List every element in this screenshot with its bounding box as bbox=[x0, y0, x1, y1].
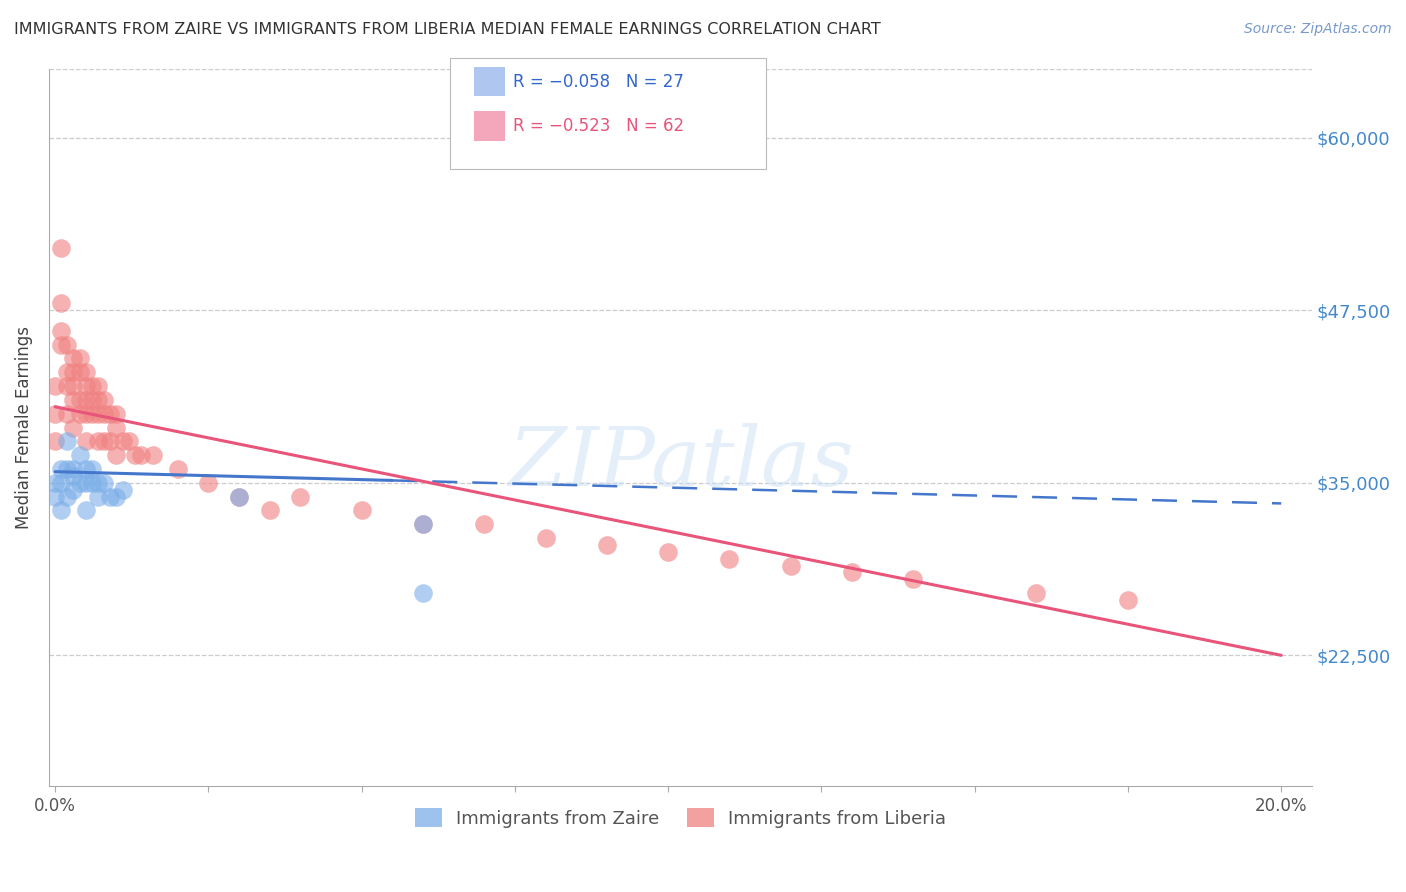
Point bbox=[93, 392, 115, 407]
Point bbox=[1116, 593, 1139, 607]
Point bbox=[56, 365, 79, 379]
Y-axis label: Median Female Earnings: Median Female Earnings bbox=[15, 326, 32, 529]
Point bbox=[62, 483, 84, 497]
Point bbox=[87, 434, 110, 449]
Point bbox=[118, 434, 141, 449]
Point bbox=[472, 517, 495, 532]
Point bbox=[56, 490, 79, 504]
Text: R = −0.523   N = 62: R = −0.523 N = 62 bbox=[513, 117, 685, 136]
Point bbox=[69, 475, 91, 490]
Point bbox=[69, 392, 91, 407]
Point bbox=[105, 407, 128, 421]
Point bbox=[779, 558, 801, 573]
Point bbox=[87, 475, 110, 490]
Point bbox=[903, 573, 925, 587]
Point bbox=[80, 462, 103, 476]
Point bbox=[142, 448, 165, 462]
Point bbox=[44, 407, 66, 421]
Point bbox=[51, 503, 73, 517]
Point bbox=[412, 517, 434, 532]
Point bbox=[93, 475, 115, 490]
Point bbox=[93, 407, 115, 421]
Point bbox=[98, 490, 121, 504]
Point bbox=[51, 462, 73, 476]
Point bbox=[56, 379, 79, 393]
Point bbox=[596, 538, 619, 552]
Point bbox=[228, 490, 250, 504]
Point bbox=[56, 407, 79, 421]
Point bbox=[75, 434, 97, 449]
Point bbox=[93, 434, 115, 449]
Point bbox=[75, 392, 97, 407]
Point bbox=[87, 379, 110, 393]
Point bbox=[718, 551, 741, 566]
Text: Source: ZipAtlas.com: Source: ZipAtlas.com bbox=[1244, 22, 1392, 37]
Point bbox=[105, 490, 128, 504]
Point bbox=[80, 475, 103, 490]
Point bbox=[290, 490, 312, 504]
Point bbox=[166, 462, 188, 476]
Point bbox=[62, 365, 84, 379]
Point bbox=[105, 420, 128, 434]
Point bbox=[62, 462, 84, 476]
Point bbox=[51, 475, 73, 490]
Point bbox=[75, 379, 97, 393]
Point bbox=[80, 407, 103, 421]
Point bbox=[75, 475, 97, 490]
Point bbox=[44, 475, 66, 490]
Point bbox=[62, 351, 84, 366]
Point bbox=[56, 462, 79, 476]
Point bbox=[44, 379, 66, 393]
Point bbox=[80, 392, 103, 407]
Point bbox=[87, 407, 110, 421]
Text: ZIPatlas: ZIPatlas bbox=[508, 424, 853, 503]
Point bbox=[98, 434, 121, 449]
Point bbox=[80, 379, 103, 393]
Point bbox=[62, 392, 84, 407]
Point bbox=[56, 434, 79, 449]
Point bbox=[75, 407, 97, 421]
Point bbox=[87, 490, 110, 504]
Point bbox=[841, 566, 863, 580]
Point bbox=[111, 483, 134, 497]
Point bbox=[197, 475, 219, 490]
Point bbox=[75, 503, 97, 517]
Point bbox=[657, 545, 679, 559]
Point bbox=[350, 503, 373, 517]
Point bbox=[534, 531, 557, 545]
Point bbox=[69, 407, 91, 421]
Text: R = −0.058   N = 27: R = −0.058 N = 27 bbox=[513, 72, 685, 91]
Point bbox=[105, 448, 128, 462]
Point bbox=[129, 448, 152, 462]
Point bbox=[62, 420, 84, 434]
Point bbox=[75, 365, 97, 379]
Point bbox=[259, 503, 281, 517]
Text: IMMIGRANTS FROM ZAIRE VS IMMIGRANTS FROM LIBERIA MEDIAN FEMALE EARNINGS CORRELAT: IMMIGRANTS FROM ZAIRE VS IMMIGRANTS FROM… bbox=[14, 22, 880, 37]
Point bbox=[1025, 586, 1047, 600]
Point bbox=[228, 490, 250, 504]
Point bbox=[412, 586, 434, 600]
Point bbox=[69, 365, 91, 379]
Point bbox=[69, 448, 91, 462]
Point bbox=[75, 462, 97, 476]
Point bbox=[111, 434, 134, 449]
Point bbox=[87, 392, 110, 407]
Point bbox=[69, 351, 91, 366]
Point bbox=[44, 434, 66, 449]
Point bbox=[51, 241, 73, 255]
Point bbox=[44, 490, 66, 504]
Legend: Immigrants from Zaire, Immigrants from Liberia: Immigrants from Zaire, Immigrants from L… bbox=[408, 801, 953, 835]
Point bbox=[124, 448, 146, 462]
Point bbox=[51, 324, 73, 338]
Point bbox=[51, 296, 73, 310]
Point bbox=[62, 379, 84, 393]
Point bbox=[56, 337, 79, 351]
Point bbox=[412, 517, 434, 532]
Point bbox=[62, 468, 84, 483]
Point bbox=[98, 407, 121, 421]
Point bbox=[51, 337, 73, 351]
